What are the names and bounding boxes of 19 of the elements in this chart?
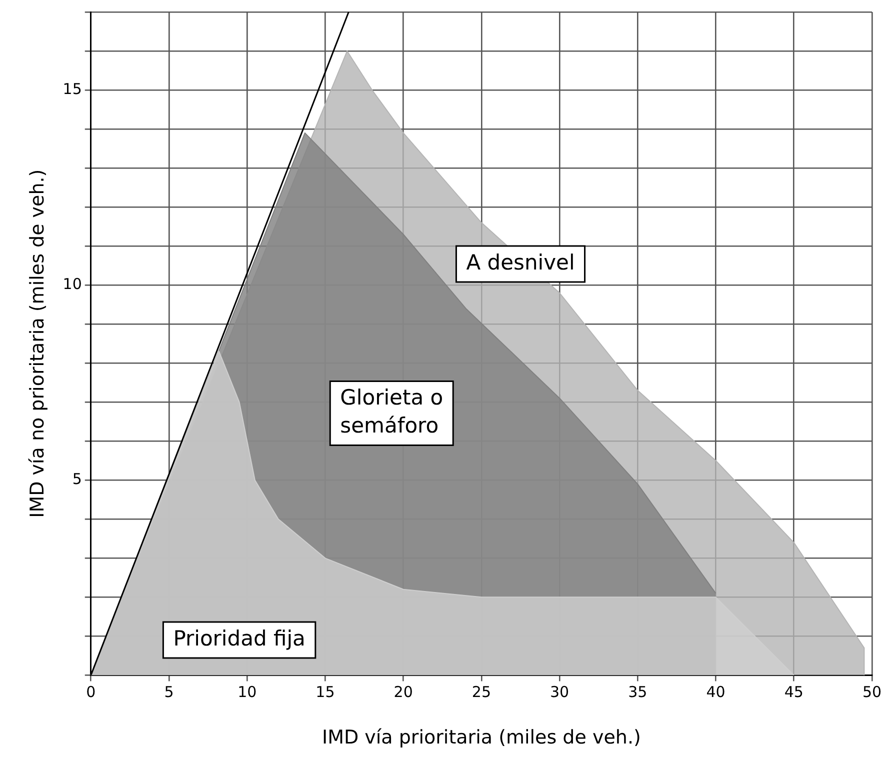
x-tick-label: 25 [472,683,491,702]
y-tick-label: 5 [72,470,82,488]
x-tick-label: 15 [316,683,335,702]
x-axis-title: IMD vía prioritaria (miles de veh.) [322,726,641,749]
y-tick-label: 10 [62,274,82,293]
x-tick-label: 35 [628,683,648,702]
y-tick-label: 15 [62,80,82,98]
x-tick-label: 45 [784,683,804,702]
annotation: A desnivel [466,250,575,274]
x-tick-label: 50 [862,683,882,702]
x-tick-label: 5 [164,683,174,702]
annotation: Prioridad fija [173,626,306,651]
x-tick-label: 10 [238,683,257,702]
x-tick-label: 40 [706,683,726,702]
x-tick-label: 20 [394,683,413,702]
x-tick-label: 0 [86,683,96,702]
y-axis-title: IMD vía no prioritaria (miles de veh.) [26,169,48,518]
x-tick-label: 30 [550,683,570,702]
annotation: Glorieta o semáforo [340,386,444,438]
